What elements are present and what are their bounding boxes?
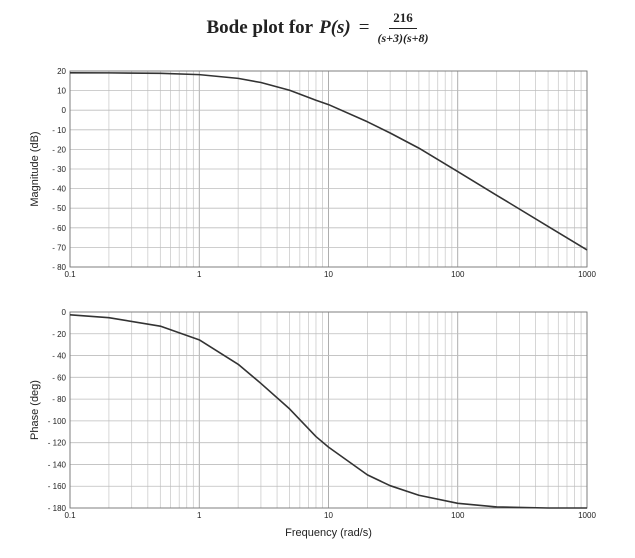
title-lead: Bode plot for	[206, 17, 314, 38]
phase-xtick-label: 0.1	[64, 511, 76, 520]
phase-xtick-label: 1	[197, 511, 202, 520]
magnitude-xtick-label: 10	[324, 270, 333, 279]
phase-ytick-label: 0	[62, 308, 67, 317]
fraction-denominator: (s+3)(s+8)	[377, 31, 429, 45]
phase-ytick-label: - 180	[48, 504, 67, 513]
title-function: P(s)	[319, 17, 351, 38]
fraction-numerator: 216	[389, 10, 417, 29]
magnitude-ytick-label: - 70	[52, 243, 66, 252]
magnitude-ytick-label: - 80	[52, 263, 66, 272]
title-equals: =	[358, 17, 370, 38]
magnitude-ytick-label: - 60	[52, 224, 66, 233]
phase-ytick-label: - 120	[48, 439, 67, 448]
magnitude-xtick-label: 0.1	[64, 270, 76, 279]
phase-ytick-label: - 100	[48, 417, 67, 426]
phase-ytick-label: - 40	[52, 352, 66, 361]
transfer-fraction: 216 (s+3)(s+8)	[377, 10, 428, 46]
magnitude-y-axis-label: Magnitude (dB)	[29, 131, 41, 206]
magnitude-ytick-label: 10	[57, 87, 66, 96]
phase-x-axis-label: Frequency (rad/s)	[285, 527, 372, 539]
phase-ytick-label: - 20	[52, 330, 66, 339]
magnitude-series-line	[69, 72, 588, 251]
phase-xtick-label: 10	[324, 511, 333, 520]
phase-ytick-label: - 160	[48, 482, 67, 491]
magnitude-xtick-label: 1000	[578, 270, 596, 279]
phase-series-line	[69, 314, 587, 509]
phase-ytick-label: - 140	[48, 460, 67, 469]
magnitude-xtick-label: 100	[451, 270, 465, 279]
magnitude-plot-frame	[69, 70, 588, 268]
phase-xtick-label: 100	[451, 511, 465, 520]
magnitude-ytick-label: 20	[57, 67, 66, 76]
phase-ytick-label: - 60	[52, 373, 66, 382]
magnitude-ytick-label: - 20	[52, 145, 66, 154]
phase-ytick-label: - 80	[52, 395, 66, 404]
magnitude-ytick-label: - 40	[52, 185, 66, 194]
phase-plot-frame	[69, 311, 588, 509]
magnitude-ytick-label: - 30	[52, 165, 66, 174]
phase-xtick-label: 1000	[578, 511, 596, 520]
magnitude-xtick-label: 1	[197, 270, 202, 279]
phase-y-axis-label: Phase (deg)	[29, 380, 41, 440]
magnitude-ytick-label: - 50	[52, 204, 66, 213]
magnitude-ytick-label: - 10	[52, 126, 66, 135]
chart-title: Bode plot for P(s) = 216 (s+3)(s+8)	[0, 8, 635, 48]
magnitude-ytick-label: 0	[62, 106, 67, 115]
